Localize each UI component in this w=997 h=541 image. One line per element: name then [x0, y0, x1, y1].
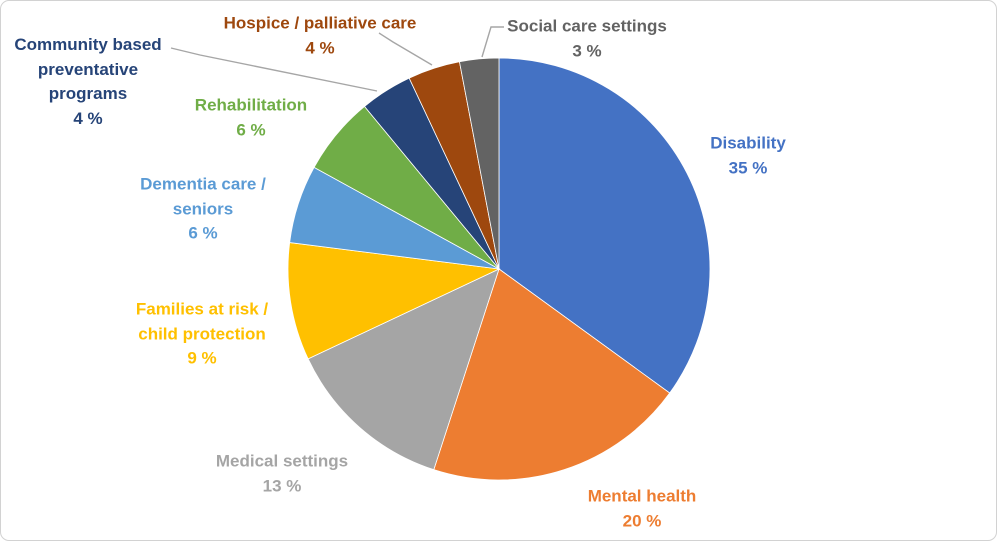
pie-slice-social-care-settings	[458, 57, 500, 270]
leader-line-hospice-palliative-care	[378, 32, 433, 66]
leader-line-community-based-preventative-programs	[170, 47, 378, 92]
pie-slice-disability	[498, 57, 711, 394]
pie-slice-medical-settings	[307, 268, 500, 471]
leader-line-social-care-settings	[481, 26, 504, 58]
pie-slice-mental-health	[433, 268, 671, 481]
pie-slice-families-at-risk-child-protection	[287, 242, 501, 360]
